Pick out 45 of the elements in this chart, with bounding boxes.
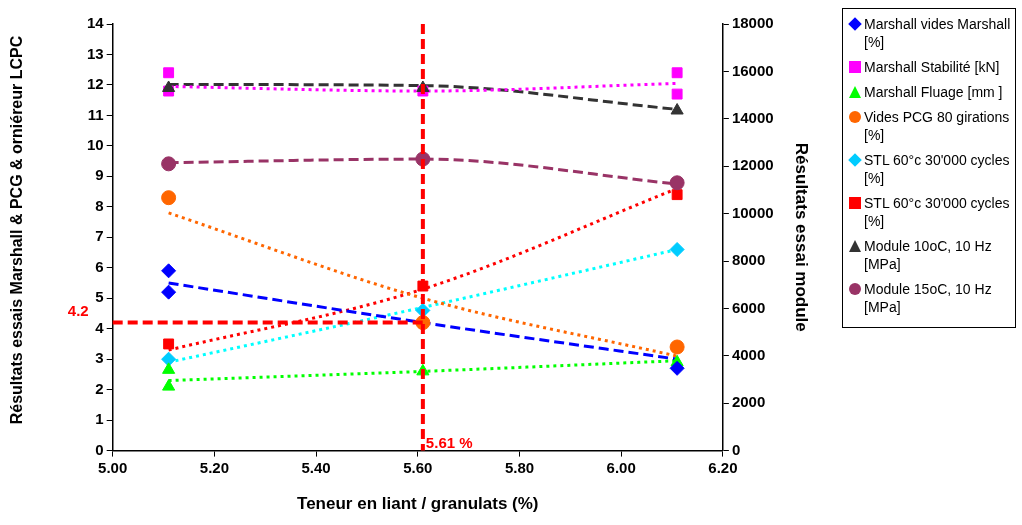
y-tick-label: 7 xyxy=(95,227,104,245)
y-tick-label: 9 xyxy=(95,166,104,184)
x-tick-label: 5.60 xyxy=(403,458,433,476)
ref-line-label: 5.61 % xyxy=(425,434,473,452)
legend-label: STL 60°c 30'000 cycles [%] xyxy=(864,194,1011,230)
legend-label: Marshall Stabilité [kN] xyxy=(864,58,1000,76)
y-tick-label: 14 xyxy=(87,14,105,32)
y2-tick-label: 14000 xyxy=(731,108,774,126)
legend-label: Vides PCG 80 girations [%] xyxy=(864,108,1011,144)
y2-tick-label: 8000 xyxy=(731,251,766,269)
y2-tick-label: 4000 xyxy=(731,345,766,363)
ref-line-label: 4.2 xyxy=(67,302,89,320)
x-tick-label: 5.40 xyxy=(301,458,331,476)
y2-tick-label: 10000 xyxy=(731,203,774,221)
x-tick-label: 5.80 xyxy=(504,458,535,476)
x-tick-label: 5.00 xyxy=(98,458,128,476)
y-tick-label: 1 xyxy=(95,410,104,428)
y2-tick-label: 0 xyxy=(731,440,741,458)
y-tick-label: 2 xyxy=(95,379,104,397)
legend-label: Module 10oC, 10 Hz [MPa] xyxy=(864,237,993,273)
y-tick-label: 6 xyxy=(95,257,104,275)
x-tick-label: 6.00 xyxy=(606,458,636,476)
y2-axis-title: Résultats essai module xyxy=(792,142,812,332)
y-axis-title: Résultats essais Marshall & PCG & orniéreur LCPC xyxy=(7,34,26,427)
y2-tick-label: 6000 xyxy=(731,298,766,316)
y-tick-label: 11 xyxy=(87,105,104,123)
y2-tick-label: 12000 xyxy=(731,156,774,174)
y2-tick-label: 16000 xyxy=(731,61,774,79)
y-tick-label: 13 xyxy=(87,44,104,62)
legend-label: Marshall Fluage [mm ] xyxy=(864,83,1003,101)
y-tick-label: 0 xyxy=(95,440,104,458)
legend-label: Marshall vides Marshall [%] xyxy=(864,15,1012,51)
x-tick-label: 5.20 xyxy=(199,458,229,476)
y-tick-label: 8 xyxy=(95,196,104,214)
y-tick-label: 10 xyxy=(87,136,104,154)
legend-label: Module 15oC, 10 Hz [MPa] xyxy=(864,280,993,316)
x-axis-title: Teneur en liant / granulats (%) xyxy=(297,494,539,514)
x-tick-label: 6.20 xyxy=(708,458,738,476)
y-tick-label: 4 xyxy=(95,318,105,336)
y-tick-label: 3 xyxy=(95,349,104,367)
y-tick-label: 12 xyxy=(87,75,104,93)
y2-tick-label: 18000 xyxy=(731,14,774,32)
legend-label: STL 60°c 30'000 cycles [%] xyxy=(864,151,1011,187)
y2-tick-label: 2000 xyxy=(731,393,766,411)
y-tick-label: 5 xyxy=(95,288,104,306)
